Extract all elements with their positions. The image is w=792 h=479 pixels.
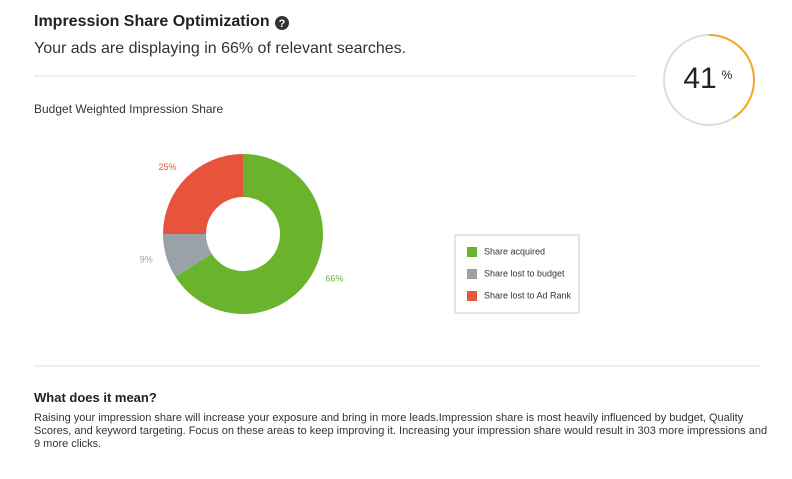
- subtitle: Your ads are displaying in 66% of releva…: [34, 40, 407, 57]
- explanation-heading: What does it mean?: [34, 390, 157, 405]
- gauge-arc: [708, 34, 755, 119]
- legend-swatch: [467, 291, 477, 301]
- legend-label: Share acquired: [484, 246, 545, 256]
- donut-segment: [163, 234, 212, 277]
- legend-swatch: [467, 247, 477, 257]
- data-label: 9%: [140, 255, 153, 265]
- explanation-text: Raising your impression share will incre…: [34, 412, 768, 450]
- legend-swatch: [467, 269, 477, 279]
- chart-title: Budget Weighted Impression Share: [34, 102, 224, 116]
- title: Impression Share Optimization: [34, 13, 270, 30]
- legend-label: Share lost to Ad Rank: [484, 290, 572, 300]
- donut-segment: [163, 154, 243, 234]
- help-icon[interactable]: [275, 16, 289, 30]
- help-icon-glyph[interactable]: ?: [279, 18, 286, 30]
- donut-segment: [175, 154, 323, 315]
- legend-label: Share lost to budget: [484, 268, 565, 278]
- data-label: 25%: [159, 162, 177, 172]
- gauge-unit: %: [722, 68, 733, 82]
- gauge-value: 41: [683, 62, 716, 95]
- data-label: 66%: [325, 274, 343, 284]
